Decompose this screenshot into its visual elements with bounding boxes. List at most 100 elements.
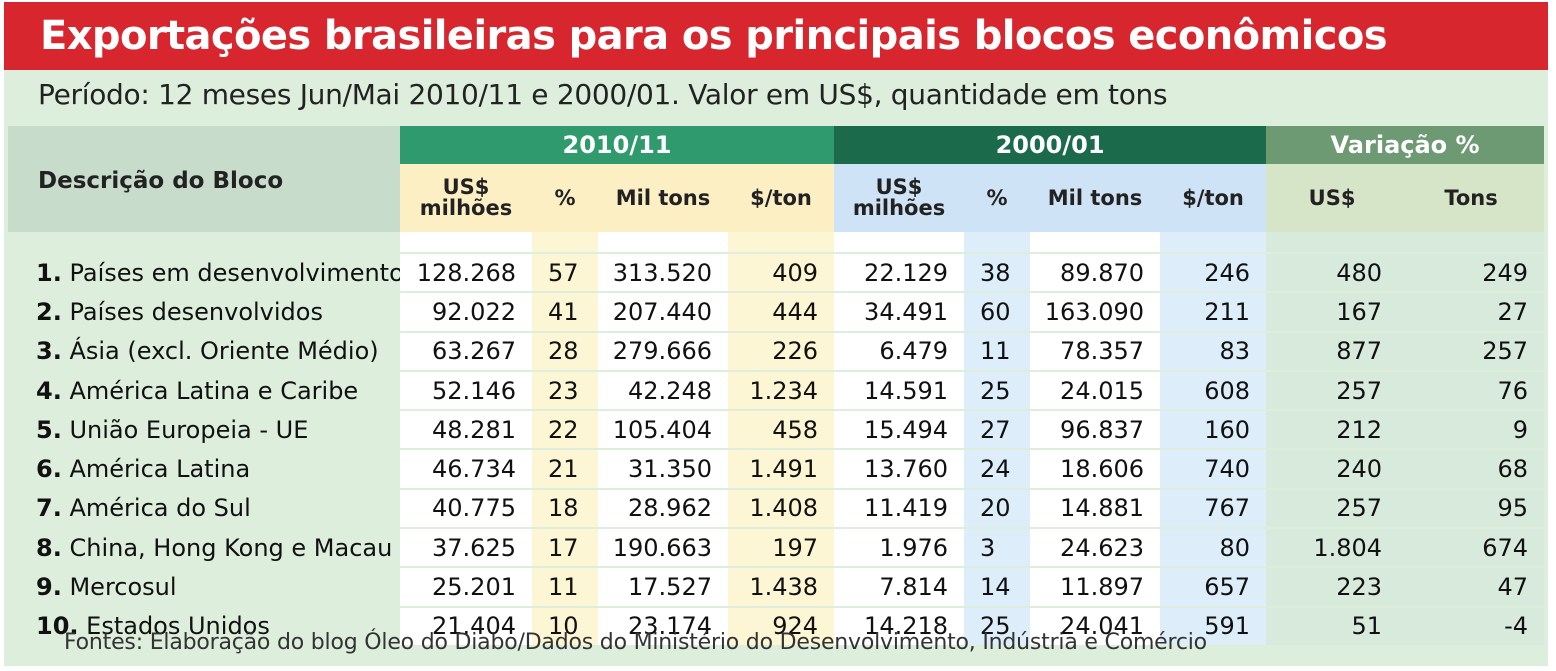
value-pct-2010: 41 [532,292,598,333]
value-var-tons: 76 [1398,370,1545,412]
value-usd-2010: 52.146 [400,370,532,412]
group-header-2000-01: 2000/01 [834,126,1267,164]
row-label: 9. Mercosul [8,567,400,608]
row-label: 3. Ásia (excl. Oriente Médio) [8,331,400,372]
row-number: 9. [36,573,62,602]
header-spacer [8,232,1545,254]
value-pct-2010: 10 [532,606,598,647]
value-usd-2010: 48.281 [400,410,532,451]
millions-label: milhões [419,196,513,220]
value-usd-2010: 25.201 [400,567,532,608]
value-usd-2000: 14.218 [834,606,965,647]
row-label: 4. América Latina e Caribe [8,370,400,412]
value-perton-2000: 740 [1160,449,1267,490]
row-name: Ásia (excl. Oriente Médio) [69,337,379,366]
row-label: 5. União Europeia - UE [8,410,400,451]
value-usd-2000: 13.760 [834,449,965,490]
row-name: China, Hong Kong e Macau [69,533,393,562]
value-tons-2010: 28.962 [598,488,728,530]
value-pct-2010: 11 [532,567,598,608]
value-perton-2010: 226 [728,331,835,372]
value-perton-2000: 211 [1160,292,1267,333]
table-row: 5. União Europeia - UE 48.281 22 105.404 458… [8,410,1545,451]
row-label: 6. América Latina [8,449,400,490]
value-tons-2000: 11.897 [1030,567,1161,608]
row-label: 10. Estados Unidos [8,606,400,647]
value-tons-2010: 105.404 [598,410,728,451]
value-usd-2000: 15.494 [834,410,965,451]
value-usd-2000: 11.419 [834,488,965,530]
row-name: União Europeia - UE [69,415,309,444]
value-usd-2000: 1.976 [834,528,965,569]
value-var-tons: -4 [1398,606,1545,647]
value-pct-2000: 25 [964,370,1031,412]
value-tons-2010: 190.663 [598,528,728,569]
millions-label: milhões [852,196,946,220]
value-var-tons: 27 [1398,292,1545,333]
value-tons-2000: 18.606 [1030,449,1161,490]
value-pct-2010: 18 [532,488,598,530]
column-header-pct-2000: % [964,164,1031,232]
column-header-tons-2010: Mil tons [598,164,728,232]
value-var-tons: 674 [1398,528,1545,569]
value-perton-2010: 444 [728,292,835,333]
row-name: América Latina [69,455,251,484]
value-usd-2010: 128.268 [400,253,532,294]
value-usd-2010: 40.775 [400,488,532,530]
value-var-usd: 877 [1266,331,1399,372]
value-perton-2000: 83 [1160,331,1267,372]
value-pct-2010: 17 [532,528,598,569]
row-name: Países desenvolvidos [69,297,323,326]
value-var-tons: 68 [1398,449,1545,490]
value-perton-2000: 80 [1160,528,1267,569]
row-number: 1. [36,258,62,287]
row-number: 3. [36,337,62,366]
row-number: 5. [36,415,62,444]
value-var-tons: 9 [1398,410,1545,451]
usd-label: US$ [875,175,923,199]
value-perton-2010: 197 [728,528,835,569]
value-usd-2010: 46.734 [400,449,532,490]
value-var-usd: 480 [1266,253,1399,294]
value-perton-2010: 458 [728,410,835,451]
value-pct-2010: 21 [532,449,598,490]
group-header-variation: Variação % [1266,126,1545,164]
row-number: 2. [36,297,62,326]
row-name: Estados Unidos [86,612,270,641]
table-row: 9. Mercosul 25.201 11 17.527 1.438 7.814 14 11.… [8,567,1545,608]
value-tons-2000: 24.041 [1030,606,1161,647]
column-header-description: Descrição do Bloco [8,126,400,232]
value-pct-2010: 28 [532,331,598,372]
value-usd-2010: 37.625 [400,528,532,569]
value-tons-2000: 24.015 [1030,370,1161,412]
table-row: 4. América Latina e Caribe 52.146 23 42.248… [8,370,1545,412]
value-pct-2000: 25 [964,606,1031,647]
value-perton-2010: 1.234 [728,370,835,412]
row-number: 7. [36,494,62,523]
value-usd-2000: 7.814 [834,567,965,608]
row-number: 4. [36,376,62,405]
value-pct-2000: 24 [964,449,1031,490]
value-tons-2010: 313.520 [598,253,728,294]
table-body: 1. Países em desenvolvimento 128.268 57 313… [8,232,1545,647]
page-subtitle: Período: 12 meses Jun/Mai 2010/11 e 2000… [38,78,1168,111]
row-name: Mercosul [69,573,177,602]
column-header-var-tons: Tons [1398,164,1545,232]
value-perton-2000: 591 [1160,606,1267,647]
value-var-usd: 257 [1266,370,1399,412]
infographic-frame: Exportações brasileiras para os principa… [4,2,1548,666]
value-var-usd: 51 [1266,606,1399,647]
exports-table: Descrição do Bloco 2010/11 2000/01 Varia… [8,126,1545,647]
value-tons-2010: 42.248 [598,370,728,412]
value-perton-2000: 246 [1160,253,1267,294]
value-usd-2000: 6.479 [834,331,965,372]
value-var-usd: 257 [1266,488,1399,530]
value-var-tons: 95 [1398,488,1545,530]
usd-label: US$ [442,175,490,199]
value-perton-2010: 409 [728,253,835,294]
table-row: 7. América do Sul 40.775 18 28.962 1.408 11.4… [8,488,1545,530]
value-var-usd: 212 [1266,410,1399,451]
value-perton-2000: 657 [1160,567,1267,608]
table-row: 3. Ásia (excl. Oriente Médio) 63.267 28 279… [8,331,1545,372]
value-pct-2000: 38 [964,253,1031,294]
